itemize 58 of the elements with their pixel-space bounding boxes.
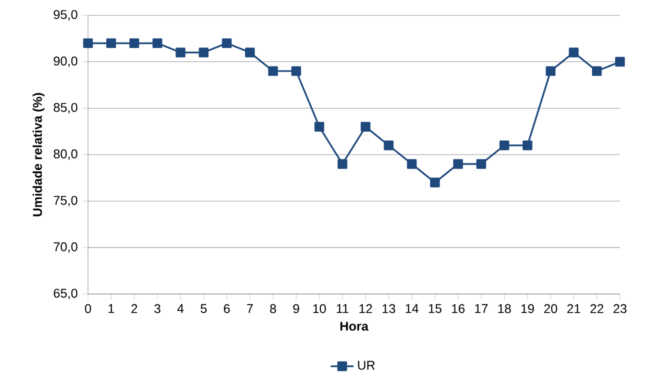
point <box>568 48 579 58</box>
x-tick-label: 12 <box>359 304 372 314</box>
x-tick-label: 2 <box>131 304 138 314</box>
y-tick-label: 65,0 <box>54 288 78 300</box>
x-tick-label: 4 <box>177 304 184 313</box>
point <box>522 140 532 150</box>
x-tick-label: 6 <box>224 304 230 314</box>
point <box>106 38 116 48</box>
x-tick-label: 1 <box>108 304 114 313</box>
point <box>592 66 602 76</box>
y-tick-label: 85,0 <box>54 102 78 114</box>
point <box>430 178 440 188</box>
y-tick-label: 80,0 <box>54 149 78 160</box>
x-tick-label: 10 <box>313 304 326 314</box>
x-tick-label: 18 <box>498 304 511 314</box>
x-tick-label: 20 <box>544 304 558 314</box>
x-axis-title: Hora <box>340 322 369 331</box>
x-tick-label: 13 <box>382 304 396 314</box>
x-tick-label: 9 <box>293 304 300 314</box>
point <box>360 122 370 132</box>
point <box>152 38 162 48</box>
point <box>384 140 394 150</box>
x-tick-label: 0 <box>84 304 92 314</box>
x-tick-label: 23 <box>614 304 626 314</box>
point <box>406 159 417 169</box>
x-tick-label: 7 <box>247 304 253 313</box>
point <box>291 66 302 76</box>
point <box>453 159 463 169</box>
point <box>198 48 209 58</box>
x-tick-label: 17 <box>475 304 488 313</box>
point <box>338 159 348 169</box>
x-tick-label: 8 <box>270 304 276 314</box>
x-tick-label: 19 <box>521 304 534 314</box>
x-tick-label: 21 <box>567 304 580 314</box>
x-tick-label: 14 <box>406 304 418 313</box>
point <box>314 122 324 132</box>
point <box>176 48 186 58</box>
x-tick-label: 15 <box>428 304 442 314</box>
point <box>83 38 93 48</box>
y-tick-label: 70,0 <box>54 242 78 253</box>
y-tick-label: 95,0 <box>54 10 78 21</box>
x-tick-label: 16 <box>452 304 465 314</box>
x-tick-label: 3 <box>154 304 160 314</box>
x-tick-label: 11 <box>336 304 348 313</box>
y-tick-label: 90,0 <box>54 56 78 68</box>
point <box>476 159 486 169</box>
point <box>499 140 510 150</box>
point <box>222 38 232 48</box>
y-tick-label: 75,0 <box>54 196 78 206</box>
point <box>546 66 556 76</box>
point <box>129 38 140 48</box>
point <box>268 66 278 76</box>
x-tick-label: 22 <box>590 304 604 314</box>
point <box>245 48 255 58</box>
y-axis-title: Umidade relativa (%) <box>32 93 44 216</box>
legend-label: UR <box>358 360 375 370</box>
point <box>615 56 625 67</box>
x-tick-label: 5 <box>200 304 207 314</box>
